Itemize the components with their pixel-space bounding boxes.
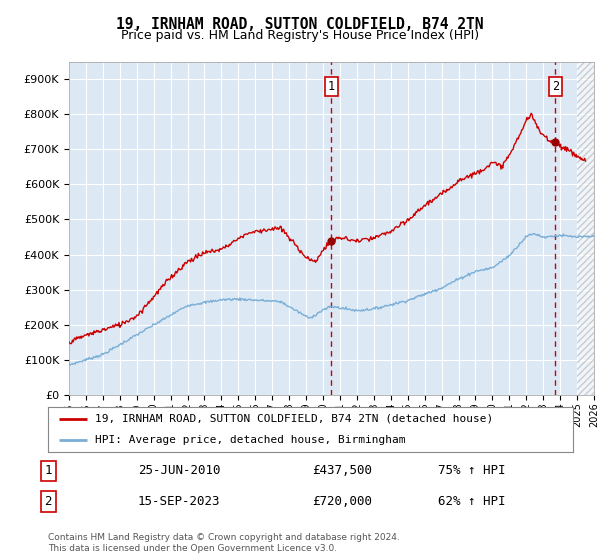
Text: 19, IRNHAM ROAD, SUTTON COLDFIELD, B74 2TN: 19, IRNHAM ROAD, SUTTON COLDFIELD, B74 2… xyxy=(116,17,484,32)
Text: 62% ↑ HPI: 62% ↑ HPI xyxy=(438,495,505,508)
Text: 2: 2 xyxy=(44,495,52,508)
Text: 75% ↑ HPI: 75% ↑ HPI xyxy=(438,464,505,478)
Text: HPI: Average price, detached house, Birmingham: HPI: Average price, detached house, Birm… xyxy=(95,435,406,445)
Text: 19, IRNHAM ROAD, SUTTON COLDFIELD, B74 2TN (detached house): 19, IRNHAM ROAD, SUTTON COLDFIELD, B74 2… xyxy=(95,414,493,424)
Text: £437,500: £437,500 xyxy=(312,464,372,478)
Text: Contains HM Land Registry data © Crown copyright and database right 2024.
This d: Contains HM Land Registry data © Crown c… xyxy=(48,533,400,553)
Text: 1: 1 xyxy=(328,80,335,92)
Text: 2: 2 xyxy=(551,80,559,92)
Bar xyxy=(577,62,600,395)
Text: £720,000: £720,000 xyxy=(312,495,372,508)
Text: 25-JUN-2010: 25-JUN-2010 xyxy=(138,464,221,478)
Text: 15-SEP-2023: 15-SEP-2023 xyxy=(138,495,221,508)
Text: Price paid vs. HM Land Registry's House Price Index (HPI): Price paid vs. HM Land Registry's House … xyxy=(121,29,479,42)
Text: 1: 1 xyxy=(44,464,52,478)
